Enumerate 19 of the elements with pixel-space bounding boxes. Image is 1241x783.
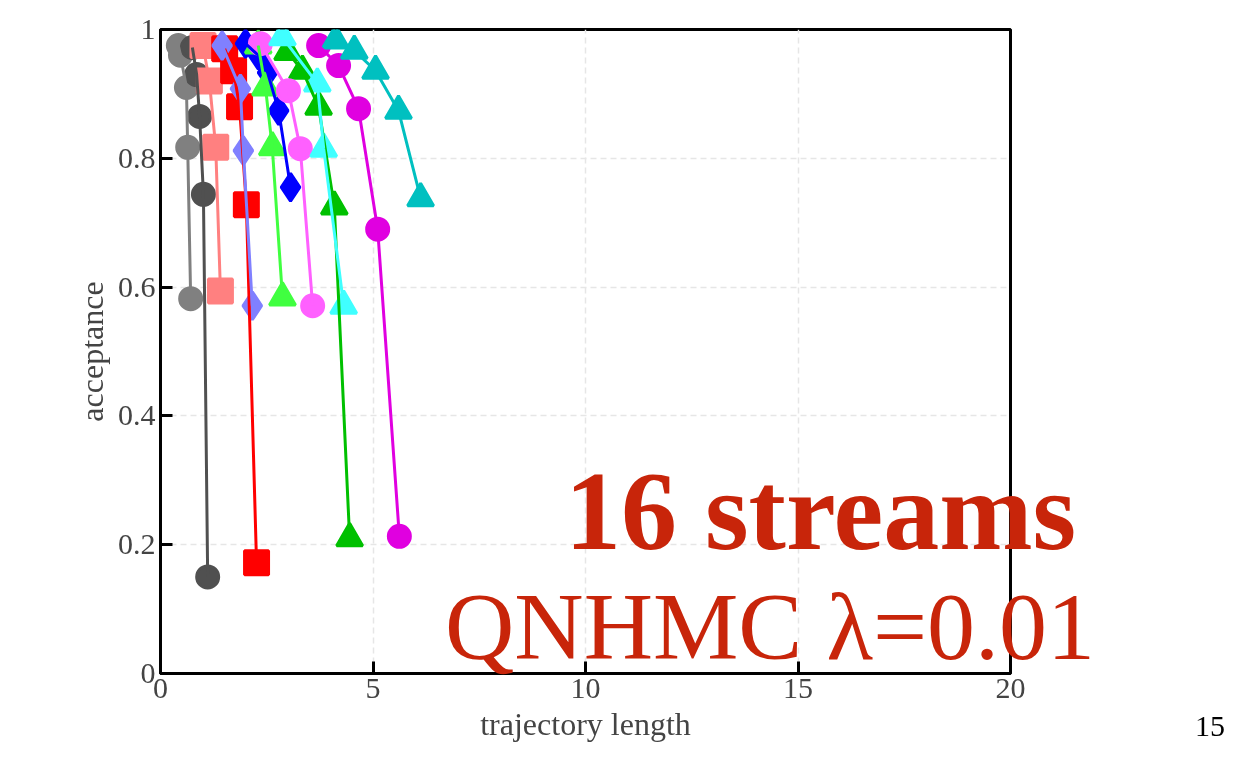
y-axis-title: acceptance <box>74 281 110 422</box>
y-tick-label: 0.6 <box>118 269 156 303</box>
y-tick-label: 0.4 <box>118 398 156 432</box>
y-tick-label: 1 <box>140 12 156 45</box>
point <box>279 171 302 203</box>
point <box>386 523 412 549</box>
point <box>178 286 204 312</box>
x-axis-title: trajectory length <box>480 705 691 742</box>
point <box>206 277 234 305</box>
point <box>195 564 221 590</box>
point <box>300 293 326 319</box>
x-tick-label: 5 <box>365 670 381 704</box>
y-tick-label: 0.8 <box>118 140 156 174</box>
text: 15 <box>1195 709 1225 742</box>
x-tick-label: 20 <box>995 670 1026 704</box>
point <box>243 549 271 577</box>
x-tick-label: 15 <box>783 670 813 704</box>
x-tick-label: 10 <box>570 670 601 704</box>
y-tick-label: 0.2 <box>118 527 156 561</box>
